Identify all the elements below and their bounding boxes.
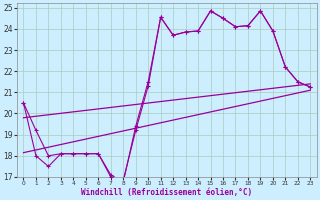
X-axis label: Windchill (Refroidissement éolien,°C): Windchill (Refroidissement éolien,°C): [81, 188, 252, 197]
